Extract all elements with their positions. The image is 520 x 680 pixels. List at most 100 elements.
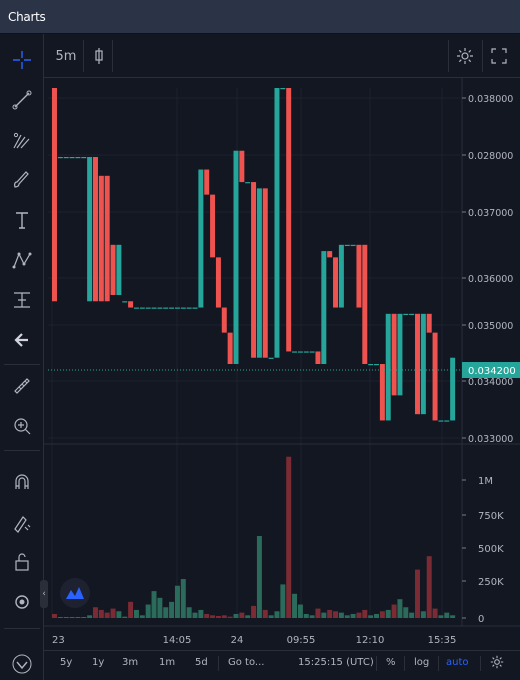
- utc-clock[interactable]: 15:25:15 (UTC): [298, 657, 374, 668]
- candle[interactable]: [420, 313, 426, 415]
- candle[interactable]: [438, 420, 444, 422]
- candle[interactable]: [87, 157, 93, 302]
- candle[interactable]: [163, 307, 169, 309]
- candle[interactable]: [262, 188, 268, 358]
- candle[interactable]: [338, 244, 344, 308]
- range-3m-button[interactable]: 3m: [122, 657, 139, 668]
- candle[interactable]: [104, 175, 110, 302]
- lock-drawing-icon[interactable]: [6, 506, 38, 538]
- candle[interactable]: [391, 313, 397, 396]
- candle[interactable]: [415, 313, 420, 415]
- log-toggle[interactable]: log: [414, 657, 430, 668]
- candle[interactable]: [215, 257, 221, 308]
- candle[interactable]: [303, 351, 309, 353]
- candle[interactable]: [75, 157, 81, 159]
- candle[interactable]: [368, 364, 374, 366]
- candle[interactable]: [280, 88, 286, 90]
- zoom-in-icon[interactable]: [6, 410, 38, 442]
- candle[interactable]: [309, 351, 315, 353]
- candle[interactable]: [403, 313, 409, 316]
- candle[interactable]: [192, 307, 198, 309]
- range-5y-button[interactable]: 5y: [60, 657, 73, 668]
- candle[interactable]: [333, 257, 339, 308]
- gann-fib-icon[interactable]: [6, 124, 38, 156]
- candle[interactable]: [385, 313, 391, 421]
- candle[interactable]: [379, 364, 385, 421]
- range-5d-button[interactable]: 5d: [195, 657, 208, 668]
- candle[interactable]: [133, 307, 139, 309]
- candle[interactable]: [128, 301, 134, 308]
- collapse-toolbar-button[interactable]: ‹: [40, 580, 48, 608]
- candle[interactable]: [57, 157, 63, 159]
- candle[interactable]: [397, 313, 403, 396]
- candle[interactable]: [52, 88, 57, 302]
- crosshair-icon[interactable]: [6, 44, 38, 76]
- tradingview-logo-icon[interactable]: [60, 578, 90, 608]
- candle[interactable]: [116, 244, 122, 295]
- goto-button[interactable]: Go to...: [228, 657, 265, 668]
- candle[interactable]: [292, 351, 298, 353]
- auto-toggle[interactable]: auto: [446, 657, 469, 668]
- candle[interactable]: [274, 88, 280, 358]
- candle[interactable]: [432, 332, 438, 421]
- candles-icon[interactable]: [86, 40, 112, 72]
- candle[interactable]: [356, 244, 362, 308]
- candle[interactable]: [256, 188, 262, 358]
- candle[interactable]: [63, 157, 69, 159]
- candle[interactable]: [98, 175, 104, 302]
- candle[interactable]: [210, 194, 216, 258]
- candle[interactable]: [139, 307, 145, 309]
- candle[interactable]: [362, 244, 368, 364]
- trend-line-icon[interactable]: [6, 84, 38, 116]
- candle[interactable]: [374, 364, 380, 366]
- candle[interactable]: [251, 182, 257, 358]
- candle[interactable]: [268, 357, 274, 359]
- pattern-icon[interactable]: [6, 244, 38, 276]
- candle[interactable]: [239, 150, 245, 183]
- candle[interactable]: [444, 420, 450, 422]
- candle[interactable]: [233, 150, 239, 364]
- back-arrow-icon[interactable]: [6, 324, 38, 356]
- percent-toggle[interactable]: %: [386, 657, 396, 668]
- candle[interactable]: [198, 169, 204, 308]
- unlock-icon[interactable]: [6, 546, 38, 578]
- range-1y-button[interactable]: 1y: [92, 657, 105, 668]
- candle[interactable]: [221, 307, 227, 333]
- candle[interactable]: [180, 307, 186, 309]
- magnet-icon[interactable]: [6, 466, 38, 498]
- fullscreen-icon[interactable]: [486, 40, 512, 72]
- candle[interactable]: [92, 157, 98, 302]
- candle[interactable]: [227, 332, 233, 364]
- candle[interactable]: [122, 301, 128, 303]
- candle[interactable]: [286, 88, 292, 352]
- candle[interactable]: [245, 182, 251, 184]
- candle[interactable]: [297, 351, 303, 353]
- candle[interactable]: [204, 169, 210, 195]
- candle[interactable]: [174, 307, 180, 309]
- candle[interactable]: [450, 357, 456, 421]
- range-1m-button[interactable]: 1m: [159, 657, 176, 668]
- gear-icon[interactable]: [452, 40, 478, 72]
- candle[interactable]: [344, 244, 350, 247]
- candle[interactable]: [409, 313, 415, 316]
- candle[interactable]: [81, 157, 87, 159]
- prediction-icon[interactable]: [6, 284, 38, 316]
- candle[interactable]: [145, 307, 151, 309]
- chart-canvas[interactable]: 0.034200 0.038000 0.028000 0.037000 0.036000…: [44, 78, 520, 656]
- text-icon[interactable]: [6, 204, 38, 236]
- candle[interactable]: [321, 251, 327, 364]
- brush-icon[interactable]: [6, 164, 38, 196]
- candle[interactable]: [426, 313, 432, 333]
- chevron-down-icon[interactable]: [6, 648, 38, 680]
- interval-button[interactable]: 5m: [52, 40, 80, 72]
- eye-icon[interactable]: [6, 586, 38, 618]
- candle[interactable]: [69, 157, 75, 159]
- candle[interactable]: [157, 307, 163, 309]
- candle[interactable]: [169, 307, 175, 309]
- candle[interactable]: [186, 307, 192, 309]
- candle[interactable]: [315, 351, 321, 364]
- candle[interactable]: [327, 251, 333, 258]
- bottom-gear-icon[interactable]: [490, 655, 504, 679]
- chart-svg[interactable]: 0.034200 0.038000 0.028000 0.037000 0.036000…: [44, 78, 520, 650]
- candle[interactable]: [151, 307, 157, 309]
